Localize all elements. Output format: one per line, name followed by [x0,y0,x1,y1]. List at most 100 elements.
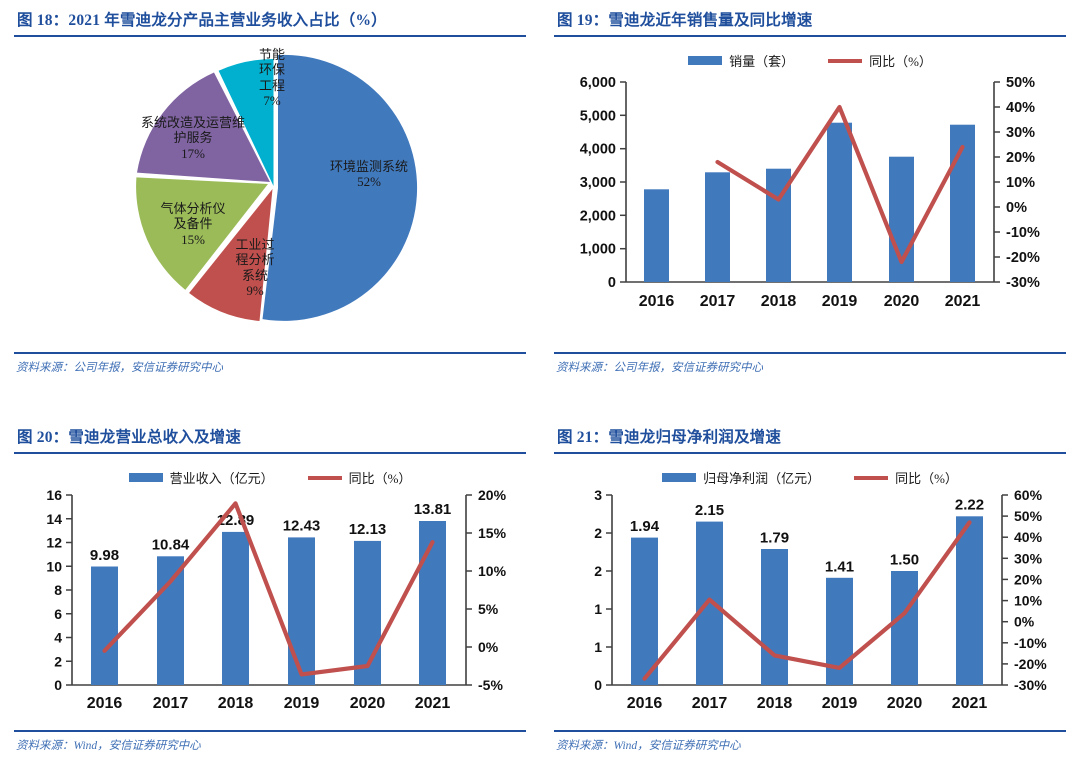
y2-tick-8: 50% [1006,75,1035,91]
x-tick-5: 2021 [945,293,981,310]
chart-21-data-labels: 1.94 2.15 1.79 1.41 1.50 2.22 [630,497,984,576]
bar-line-chart-19: 6,000 5,000 4,000 3,000 2,000 1,000 0 50… [580,75,1040,310]
pie-value-0: 52% [357,174,381,190]
pie-value-4: 7% [263,92,281,108]
x-tick-5: 2021 [952,695,988,712]
y2-tick-4: 15% [478,525,507,541]
chart-19-bars [644,122,975,282]
y-tick-6: 12 [46,535,62,551]
x-tick-4: 2020 [887,695,923,712]
pie-label-text-1: 工业过程分析系统 [235,237,275,283]
legend-item-sales-volume: 销量（套） [688,51,794,70]
legend-item-yoy: 同比（%） [854,468,958,487]
bar-swatch-icon [662,473,697,482]
data-label-2020: 1.50 [890,552,919,569]
y2-tick-2: -10% [1006,225,1040,241]
y2-tick-4: 10% [1006,175,1035,191]
y2-tick-3: 10% [478,563,507,579]
yoy-line-19 [715,104,965,265]
y2-tick-3: 0% [1006,200,1027,216]
chart-20-x-tick-labels: 2016 2017 2018 2019 2020 2021 [87,695,451,712]
figure-19-source-rule [554,352,1066,354]
y-tick-2: 4 [54,630,62,646]
bar-swatch-icon [688,56,723,65]
bar-2018 [222,531,249,685]
pie-slice-energy-saving-engineering [218,58,274,186]
chart-19-x-tick-labels: 2016 2017 2018 2019 2020 2021 [639,293,981,310]
bar-2016 [644,189,669,282]
bar-2020 [354,540,381,685]
figure-18-source: 资料来源：公司年报，安信证券研究中心 [16,362,223,374]
y-tick-4: 4,000 [580,142,616,158]
figure-panel-18: 图 18：2021 年雪迪龙分产品主营业务收入占比（%） [0,0,540,417]
y-tick-1: 1 [594,639,602,655]
yoy-line-21 [642,520,972,681]
y-tick-5: 3 [594,487,602,503]
y2-tick-7: 40% [1006,100,1035,116]
data-label-2016: 9.98 [90,547,119,564]
y2-tick-2: -10% [1014,635,1047,651]
y-tick-2: 1 [594,601,602,617]
chart-19-y2-tick-labels: 50% 40% 30% 20% 10% 0% -10% -20% -30% [1006,75,1040,291]
legend-label-yoy: 同比（%） [348,471,412,486]
figure-21-source: 资料来源：Wind，安信证券研究中心 [556,740,741,752]
x-tick-1: 2017 [700,293,736,310]
legend-item-net-profit: 归母净利润（亿元） [662,468,820,487]
figure-19-source: 资料来源：公司年报，安信证券研究中心 [556,362,763,374]
y2-tick-1: 0% [478,639,499,655]
y-tick-5: 5,000 [580,108,616,124]
pie-label-text-0: 环境监测系统 [329,159,408,174]
pie-label-gas-analyzer-parts: 气体分析仪及备件 15% [157,201,229,247]
data-label-2021: 2.22 [955,497,984,514]
chart-21-x-tick-labels: 2016 2017 2018 2019 2020 2021 [627,695,988,712]
pie-label-text-2: 气体分析仪及备件 [160,201,226,232]
figure-21-source-block: 资料来源：Wind，安信证券研究中心 [554,730,1066,753]
data-label-2018: 1.79 [760,530,789,547]
chart-20-bars [91,521,446,685]
bar-2016 [631,537,658,685]
legend-label-yoy: 同比（%） [895,471,958,486]
y2-tick-9: 60% [1014,487,1043,503]
pie-slice-environmental-monitoring [262,54,418,321]
y-tick-1: 2 [54,653,62,669]
y-tick-1: 1,000 [580,242,616,258]
x-tick-4: 2020 [350,695,386,712]
x-tick-3: 2019 [284,695,320,712]
x-tick-4: 2020 [884,293,920,310]
figure-20-title-rule [14,452,526,454]
x-tick-2: 2018 [761,293,797,310]
y2-tick-5: 20% [478,487,507,503]
yoy-line-20 [102,501,435,677]
pie-value-3: 17% [181,145,205,161]
y2-tick-0: -30% [1014,677,1047,693]
figure-20-source-rule [14,730,526,732]
x-tick-2: 2018 [757,695,793,712]
figure-19-legend: 销量（套） 同比（%） [554,51,1066,70]
x-tick-3: 2019 [822,695,858,712]
chart-21-bars [631,516,983,685]
bar-2021 [419,521,446,685]
figure-21-title: 图 21：雪迪龙归母净利润及增速 [557,429,782,446]
y-tick-8: 16 [46,487,62,503]
figure-19-source-block: 资料来源：公司年报，安信证券研究中心 [554,352,1066,375]
bar-2020 [891,571,918,685]
x-tick-2: 2018 [218,695,254,712]
figure-panel-19: 图 19：雪迪龙近年销售量及同比增速 销量（套） 同比（%） [540,0,1080,417]
figure-18-title-rule [14,35,526,37]
bar-2021 [956,516,983,685]
pie-label-energy-saving-engineering: 节能环保工程 7% [254,47,290,108]
y-tick-2: 2,000 [580,208,616,224]
x-tick-3: 2019 [822,293,858,310]
y-tick-3: 6 [54,606,62,622]
legend-item-revenue: 营业收入（亿元） [128,468,274,487]
pie-value-1: 9% [246,282,264,298]
bar-2017 [705,172,730,282]
chart-20-y2-tick-labels: 20% 15% 10% 5% 0% -5% [478,487,507,693]
y2-tick-0: -30% [1006,275,1040,291]
legend-item-yoy: 同比（%） [307,468,412,487]
pie-value-2: 15% [181,231,205,247]
chart-21-y-tick-labels: 3 2 2 1 1 0 [594,487,602,693]
legend-item-yoy: 同比（%） [828,51,932,70]
y2-tick-5: 20% [1014,571,1043,587]
